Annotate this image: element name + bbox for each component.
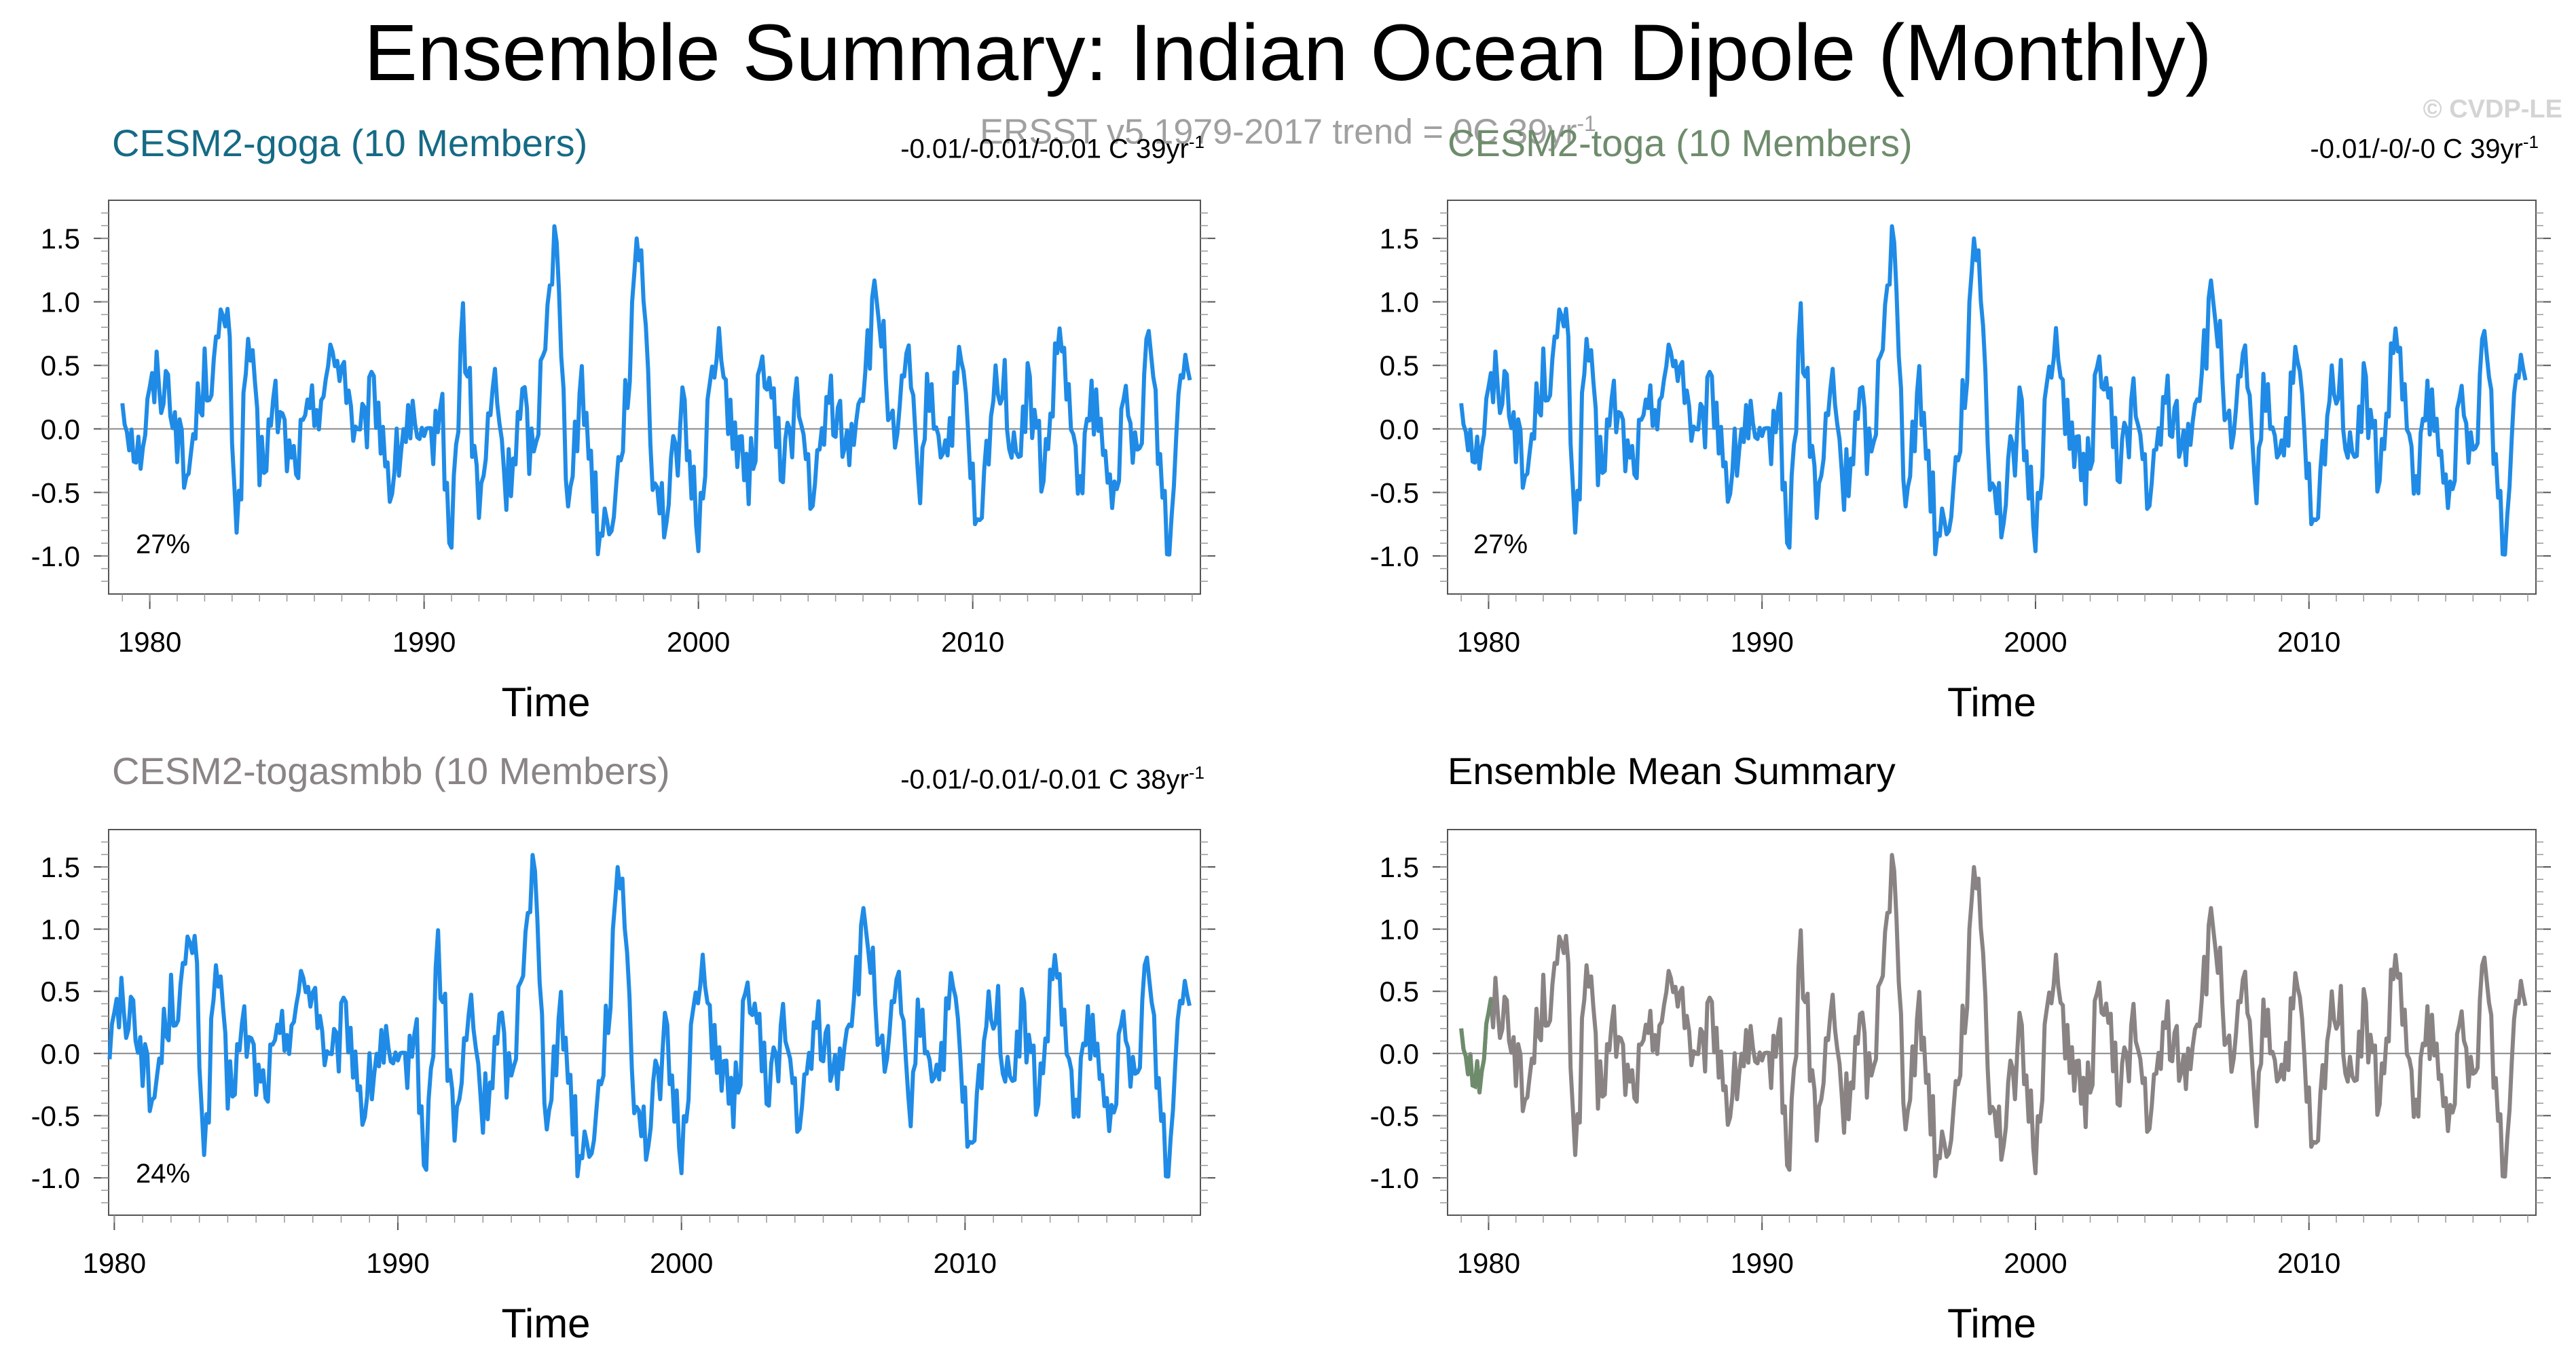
x-tick-label: 2010 — [2277, 1247, 2340, 1279]
percent-label: 27% — [1473, 530, 1528, 559]
observation-trend: ERSST v5 1979-2017 trend = 0C 39yr-1 — [980, 111, 1596, 152]
x-tick-label: 1990 — [1730, 626, 1793, 658]
y-tick-label: 1.0 — [1380, 914, 1419, 946]
y-tick-label: 0.0 — [41, 1038, 80, 1070]
x-tick-label: 2000 — [650, 1247, 713, 1279]
y-tick-label: 1.5 — [41, 851, 80, 883]
y-tick-label: 0.5 — [1380, 976, 1419, 1007]
x-tick-label: 2000 — [2004, 626, 2067, 658]
y-tick-label: -0.5 — [1370, 1100, 1419, 1132]
y-tick-label: 0.5 — [41, 976, 80, 1007]
percent-label: 27% — [136, 530, 190, 559]
chart-goga: -1.0 -0.5 0.0 0.5 1.0 1.5 1980 1990 2000 2010 Time… — [31, 200, 1215, 725]
chart-toga: -1.0 -0.5 0.0 0.5 1.0 1.5 1980 1990 2000 2010 Time… — [1370, 200, 2551, 725]
panel-trend-togasmbb: -0.01/-0.01/-0.01 C 38yr-1 — [900, 762, 1204, 795]
y-tick-label: 0.0 — [1380, 413, 1419, 445]
series-line-toga — [1459, 224, 2528, 557]
x-tick-label: 2000 — [667, 626, 730, 658]
plot-frame — [1447, 829, 2537, 1216]
x-tick-label: 1980 — [83, 1247, 146, 1279]
y-tick-label: 1.5 — [1380, 851, 1419, 883]
panel-title-toga: CESM2-toga (10 Members) — [1448, 122, 1913, 164]
y-tick-label: -1.0 — [1370, 540, 1419, 572]
y-tick-label: 0.5 — [41, 350, 80, 382]
chart-mean: -1.0 -0.5 0.0 0.5 1.0 1.5 1980 1990 2000 2010 Time — [1370, 829, 2551, 1346]
y-tick-label: -1.0 — [31, 1162, 80, 1194]
plot-frame — [1447, 200, 2537, 595]
y-tick-label: 1.5 — [1380, 223, 1419, 255]
y-tick-label: 1.0 — [1380, 286, 1419, 318]
series-line-togasmbb — [107, 853, 1192, 1179]
y-tick-label: 0.0 — [41, 413, 80, 445]
series-line-goga — [120, 224, 1192, 557]
x-axis-label: Time — [1947, 1301, 2036, 1346]
panel-title-mean: Ensemble Mean Summary — [1448, 749, 1896, 792]
panel-trend-toga: -0.01/-0/-0 C 39yr-1 — [2310, 132, 2539, 164]
y-tick-label: -1.0 — [31, 540, 80, 572]
x-axis-label: Time — [501, 680, 590, 725]
percent-label: 24% — [136, 1159, 190, 1189]
x-tick-label: 1980 — [118, 626, 181, 658]
figure-title: Ensemble Summary: Indian Ocean Dipole (M… — [364, 8, 2212, 98]
x-tick-label: 1980 — [1457, 1247, 1520, 1279]
x-tick-label: 1980 — [1457, 626, 1520, 658]
y-tick-label: -1.0 — [1370, 1162, 1419, 1194]
x-tick-label: 1990 — [1730, 1247, 1793, 1279]
chart-togasmbb: -1.0 -0.5 0.0 0.5 1.0 1.5 1980 1990 2000 2010 Time… — [31, 829, 1215, 1346]
y-tick-label: 1.5 — [41, 223, 80, 255]
x-tick-label: 1990 — [392, 626, 456, 658]
copyright-mark: © CVDP-LE — [2423, 95, 2562, 124]
panel-trend-goga: -0.01/-0.01/-0.01 C 39yr-1 — [900, 132, 1204, 164]
x-axis-label: Time — [501, 1301, 590, 1346]
x-tick-label: 2000 — [2004, 1247, 2067, 1279]
y-tick-label: 1.0 — [41, 286, 80, 318]
panel-title-goga: CESM2-goga (10 Members) — [112, 122, 588, 164]
y-tick-label: 0.0 — [1380, 1038, 1419, 1070]
x-tick-label: 2010 — [2277, 626, 2340, 658]
y-tick-label: 0.5 — [1380, 350, 1419, 382]
y-tick-label: -0.5 — [1370, 477, 1419, 508]
x-tick-label: 1990 — [366, 1247, 429, 1279]
panel-title-togasmbb: CESM2-togasmbb (10 Members) — [112, 749, 670, 792]
x-tick-label: 2010 — [941, 626, 1004, 658]
series-line-mean — [1459, 853, 2528, 1179]
y-tick-label: -0.5 — [31, 1100, 80, 1132]
y-tick-label: 1.0 — [41, 914, 80, 946]
plot-frame — [108, 200, 1201, 595]
x-axis-label: Time — [1947, 680, 2036, 725]
series-line-toga-segment — [1459, 998, 1493, 1093]
x-tick-label: 2010 — [934, 1247, 997, 1279]
plot-frame — [108, 829, 1201, 1216]
y-tick-label: -0.5 — [31, 477, 80, 508]
